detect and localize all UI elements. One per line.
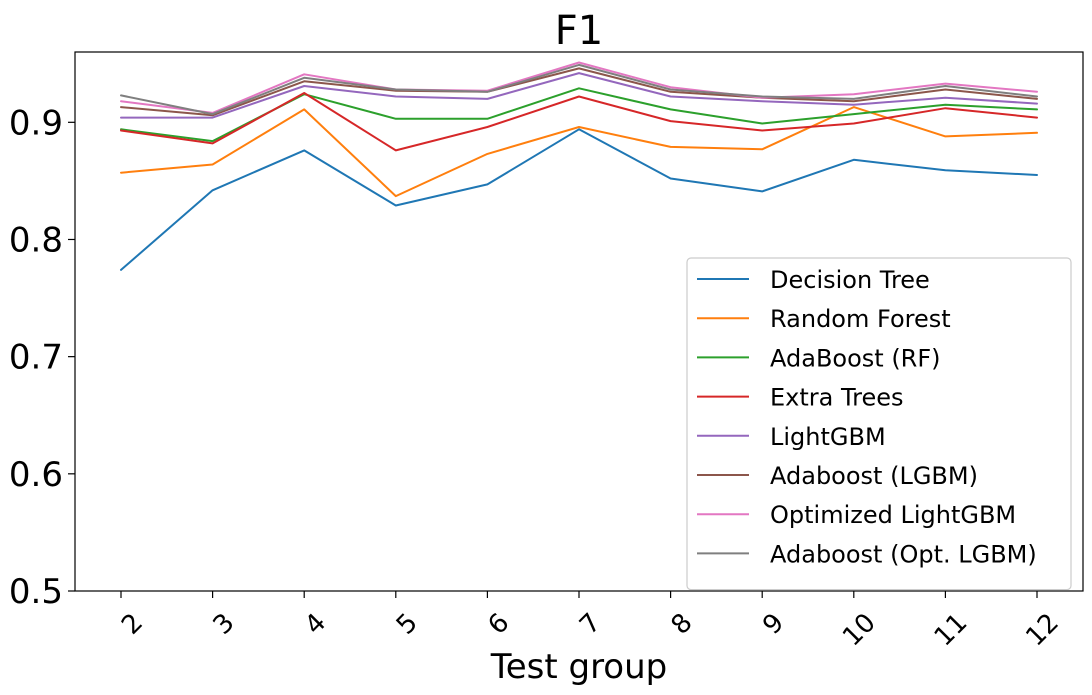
x-tick-label: 12: [1020, 608, 1065, 653]
legend-label: Random Forest: [770, 305, 951, 333]
x-tick-label: 6: [482, 608, 515, 641]
y-tick-label: 0.8: [9, 220, 63, 260]
x-axis-label: Test group: [490, 647, 668, 687]
y-tick-label: 0.9: [9, 103, 63, 143]
chart-title: F1: [555, 8, 603, 54]
legend-label: AdaBoost (RF): [770, 344, 941, 372]
y-tick-label: 0.6: [9, 455, 63, 495]
legend-label: Extra Trees: [770, 384, 904, 412]
legend-label: LightGBM: [770, 423, 886, 451]
series-line: [120, 67, 1038, 117]
legend: Decision Tree Random Forest AdaBoost (RF) E…: [686, 257, 1072, 591]
y-tick-label: 0.7: [9, 338, 63, 378]
x-axis: 2 3 4 5 6 7 8 9 10 11 12: [116, 591, 1065, 652]
x-tick-label: 5: [391, 608, 424, 641]
x-tick-label: 2: [116, 608, 149, 641]
series-line: [120, 128, 1038, 271]
legend-label: Optimized LightGBM: [770, 501, 1016, 529]
series-line: [120, 61, 1038, 114]
series-lines: [120, 61, 1038, 271]
series-line: [120, 72, 1038, 119]
legend-box: [686, 257, 1072, 591]
legend-label: Decision Tree: [770, 266, 930, 294]
series-line: [120, 106, 1038, 198]
series-line: [120, 92, 1038, 152]
legend-label: Adaboost (LGBM): [770, 462, 978, 490]
x-tick-label: 7: [574, 608, 607, 641]
x-tick-label: 9: [757, 608, 790, 641]
series-line: [120, 63, 1038, 116]
x-tick-label: 4: [299, 608, 332, 641]
legend-label: Adaboost (Opt. LGBM): [770, 540, 1037, 568]
x-tick-label: 10: [837, 608, 882, 653]
y-tick-label: 0.5: [9, 572, 63, 612]
x-tick-label: 8: [666, 608, 699, 641]
x-tick-label: 11: [929, 608, 974, 653]
x-tick-label: 3: [208, 608, 241, 641]
y-axis: 0.5 0.6 0.7 0.8 0.9: [9, 103, 75, 612]
